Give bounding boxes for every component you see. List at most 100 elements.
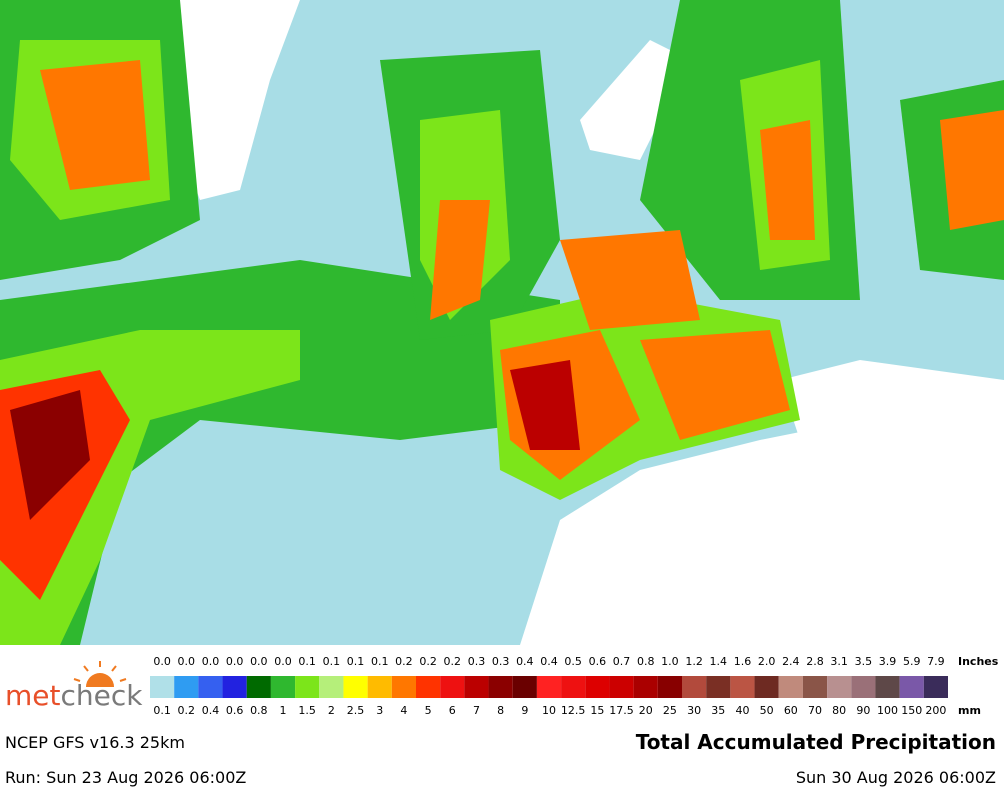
- legend-swatch: [512, 676, 537, 698]
- legend-swatch: [585, 676, 610, 698]
- inches-label: 0.3: [468, 655, 486, 668]
- mm-label: 12.5: [561, 704, 586, 717]
- legend-swatch: [802, 676, 828, 698]
- mm-label: 0.2: [178, 704, 196, 717]
- legend-swatch: [706, 676, 731, 698]
- inches-label: 0.8: [637, 655, 655, 668]
- inches-label: 0.0: [178, 655, 196, 668]
- legend-swatch: [367, 676, 392, 698]
- mm-label: 6: [449, 704, 456, 717]
- mm-label: 50: [760, 704, 774, 717]
- mm-label: 100: [877, 704, 898, 717]
- inches-label: 2.8: [806, 655, 824, 668]
- legend-swatch: [416, 676, 441, 698]
- mm-label: 9: [521, 704, 528, 717]
- mm-label: 4: [400, 704, 407, 717]
- legend-swatch: [657, 676, 682, 698]
- svg-text:metcheck: metcheck: [5, 679, 143, 712]
- legend-swatch: [561, 676, 586, 698]
- mm-label: 3: [376, 704, 383, 717]
- legend-swatch: [536, 676, 562, 698]
- legend-swatch: [730, 676, 755, 698]
- legend-swatch: [440, 676, 465, 698]
- mm-label: 80: [832, 704, 846, 717]
- inches-label: 0.4: [540, 655, 558, 668]
- inches-label: 1.4: [710, 655, 728, 668]
- legend-swatch: [778, 676, 803, 698]
- mm-label: 150: [901, 704, 922, 717]
- mm-label: 0.8: [250, 704, 268, 717]
- legend-swatch: [174, 676, 199, 698]
- inches-label: 1.2: [685, 655, 703, 668]
- mm-label: 17.5: [609, 704, 634, 717]
- mm-label: 15: [590, 704, 604, 717]
- inches-label: 7.9: [927, 655, 945, 668]
- inches-label: 0.7: [613, 655, 631, 668]
- precipitation-map: [0, 0, 1004, 645]
- mm-label: 1.5: [298, 704, 316, 717]
- legend-swatch: [343, 676, 368, 698]
- mm-label: 25: [663, 704, 677, 717]
- inches-label: 0.1: [298, 655, 316, 668]
- mm-label: 35: [711, 704, 725, 717]
- land-east: [780, 360, 1004, 470]
- mm-label: 2.5: [347, 704, 365, 717]
- legend-swatch: [851, 676, 876, 698]
- legend-swatch: [609, 676, 634, 698]
- inches-label: 0.0: [153, 655, 171, 668]
- mm-title: mm: [958, 704, 981, 717]
- inches-label: 3.5: [855, 655, 873, 668]
- title: Total Accumulated Precipitation: [635, 730, 996, 754]
- mm-label: 0.6: [226, 704, 244, 717]
- mm-label: 5: [425, 704, 432, 717]
- inches-label: 0.6: [589, 655, 607, 668]
- inches-title: Inches: [958, 655, 999, 668]
- mm-label: 0.1: [153, 704, 171, 717]
- legend-swatch: [319, 676, 344, 698]
- inches-label: 0.0: [226, 655, 244, 668]
- inches-label: 0.0: [250, 655, 268, 668]
- logo-met: met: [5, 679, 61, 712]
- legend-swatch: [633, 676, 658, 698]
- legend-swatch: [682, 676, 707, 698]
- legend-swatch: [923, 676, 948, 698]
- inches-label: 0.1: [347, 655, 365, 668]
- legend-swatch: [246, 676, 271, 698]
- precip-bands: [0, 0, 1004, 645]
- legend-swatch: [754, 676, 779, 698]
- legend-swatch: [270, 676, 296, 698]
- logo: metcheck: [5, 661, 143, 712]
- legend-swatch: [488, 676, 513, 698]
- mm-label: 30: [687, 704, 701, 717]
- legend-swatch: [391, 676, 416, 698]
- mm-label: 8: [497, 704, 504, 717]
- land-scandinavia: [580, 40, 690, 160]
- inches-label: 0.0: [274, 655, 292, 668]
- valid-time: Sun 30 Aug 2026 06:00Z: [795, 768, 996, 787]
- inches-label: 2.0: [758, 655, 776, 668]
- inches-label: 0.0: [202, 655, 220, 668]
- model-name: NCEP GFS v16.3 25km: [5, 733, 185, 752]
- inches-label: 2.4: [782, 655, 800, 668]
- inches-label: 0.2: [395, 655, 413, 668]
- legend-swatch: [198, 676, 223, 698]
- inches-label: 0.5: [564, 655, 582, 668]
- inches-label: 1.6: [734, 655, 752, 668]
- legend-swatch: [464, 676, 489, 698]
- inches-label: 1.0: [661, 655, 679, 668]
- mm-label: 200: [925, 704, 946, 717]
- legend-swatch: [150, 676, 175, 698]
- mm-label: 0.4: [202, 704, 220, 717]
- land-greenland: [170, 0, 300, 200]
- legend-swatch: [222, 676, 247, 698]
- land-africa: [520, 420, 1004, 645]
- inches-label: 0.1: [371, 655, 389, 668]
- legend-swatch: [295, 676, 320, 698]
- legend-swatch: [875, 676, 900, 698]
- mm-label: 10: [542, 704, 556, 717]
- mm-label: 2: [328, 704, 335, 717]
- mm-label: 40: [735, 704, 749, 717]
- inches-label: 0.3: [492, 655, 510, 668]
- run-time: Run: Sun 23 Aug 2026 06:00Z: [5, 768, 247, 787]
